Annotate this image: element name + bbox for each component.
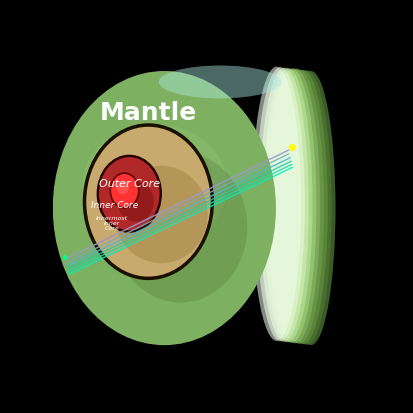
Ellipse shape xyxy=(116,181,128,195)
Ellipse shape xyxy=(82,125,227,248)
Ellipse shape xyxy=(286,72,335,345)
Ellipse shape xyxy=(83,124,214,280)
Text: Mantle: Mantle xyxy=(100,101,197,125)
Text: Inner Core: Inner Core xyxy=(91,201,138,210)
Text: Innermost
Inner
Core: Innermost Inner Core xyxy=(95,215,128,231)
Point xyxy=(289,145,295,152)
Ellipse shape xyxy=(99,158,159,231)
Ellipse shape xyxy=(278,71,327,344)
Ellipse shape xyxy=(114,166,207,263)
Ellipse shape xyxy=(117,182,154,222)
Ellipse shape xyxy=(267,69,316,343)
Ellipse shape xyxy=(159,66,281,99)
Ellipse shape xyxy=(263,69,312,342)
Ellipse shape xyxy=(263,69,325,342)
Ellipse shape xyxy=(111,175,138,208)
Ellipse shape xyxy=(255,68,304,342)
Ellipse shape xyxy=(53,72,275,345)
Ellipse shape xyxy=(113,152,247,303)
Ellipse shape xyxy=(109,173,139,209)
Text: Outer Core: Outer Core xyxy=(98,178,159,188)
Point xyxy=(62,254,68,261)
Ellipse shape xyxy=(96,155,161,233)
Ellipse shape xyxy=(274,70,323,344)
Ellipse shape xyxy=(259,69,308,342)
Ellipse shape xyxy=(252,68,300,341)
Ellipse shape xyxy=(282,71,331,345)
Ellipse shape xyxy=(271,70,320,343)
Ellipse shape xyxy=(86,128,210,277)
